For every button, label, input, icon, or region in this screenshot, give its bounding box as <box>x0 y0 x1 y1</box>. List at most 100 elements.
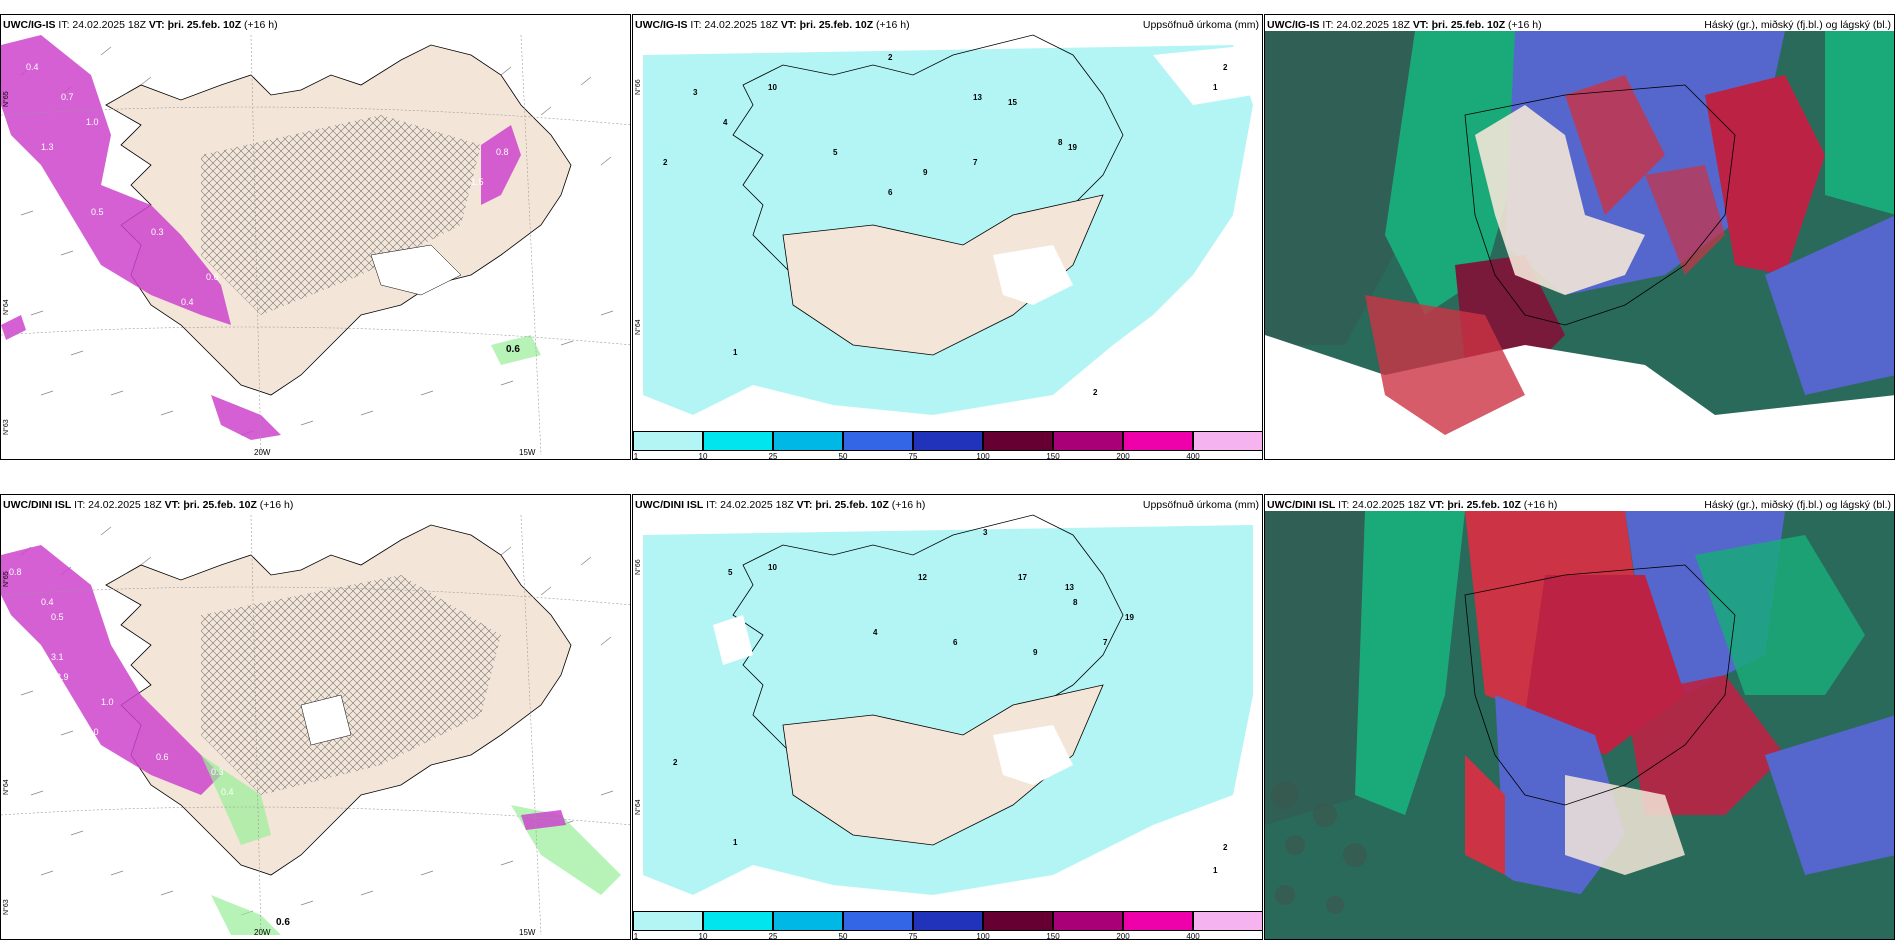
colorbar-label: 400 <box>1186 452 1200 460</box>
colorbar-label: 100 <box>976 932 990 940</box>
svg-text:2.9: 2.9 <box>56 672 69 682</box>
svg-text:7: 7 <box>973 158 978 167</box>
panel-title: UWC/DINI ISL IT: 24.02.2025 18Z VT: þri.… <box>635 499 926 511</box>
map-clouds <box>1265 31 1894 459</box>
svg-text:0.5: 0.5 <box>51 612 64 622</box>
panel-accum-precip-dini: UWC/DINI ISL IT: 24.02.2025 18Z VT: þri.… <box>632 494 1263 940</box>
svg-text:1.5: 1.5 <box>471 177 484 187</box>
panel-title: UWC/DINI ISL IT: 24.02.2025 18Z VT: þri.… <box>3 499 294 511</box>
panel-clouds-igis: UWC/IG-IS IT: 24.02.2025 18Z VT: þri. 25… <box>1264 14 1895 460</box>
colorbar-label: 50 <box>838 932 848 940</box>
colorbar-label: 150 <box>1046 452 1060 460</box>
colorbar-label: 1 <box>633 932 639 940</box>
svg-text:8: 8 <box>1058 138 1063 147</box>
svg-text:15: 15 <box>1008 98 1017 107</box>
iceland-land <box>782 194 1104 356</box>
colorbar-swatch <box>913 911 983 931</box>
colorbar-label: 150 <box>1046 932 1060 940</box>
svg-text:0.6: 0.6 <box>276 917 290 928</box>
svg-text:3: 3 <box>693 88 698 97</box>
svg-text:1.0: 1.0 <box>101 697 114 707</box>
colorbar-swatch <box>1193 431 1262 451</box>
precip-values: 2 3 4 5 10 13 15 19 2 1 8 6 7 9 2 1 2 <box>663 53 1228 397</box>
svg-text:5: 5 <box>833 148 838 157</box>
colorbar-swatch <box>703 911 773 931</box>
svg-text:13: 13 <box>973 93 982 102</box>
svg-text:0.8: 0.8 <box>9 567 22 577</box>
svg-text:2: 2 <box>1223 63 1228 72</box>
svg-text:2.0: 2.0 <box>86 727 99 737</box>
svg-text:4: 4 <box>873 628 878 637</box>
svg-text:0.7: 0.7 <box>61 92 74 102</box>
svg-text:6: 6 <box>953 638 958 647</box>
panel-title: UWC/DINI ISL IT: 24.02.2025 18Z VT: þri.… <box>1267 499 1558 511</box>
svg-text:0.3: 0.3 <box>151 227 164 237</box>
svg-text:9: 9 <box>1033 648 1038 657</box>
panel-accum-precip-igis: UWC/IG-IS IT: 24.02.2025 18Z VT: þri. 25… <box>632 14 1263 460</box>
colorbar-swatch <box>1053 431 1123 451</box>
colorbar-swatch <box>1053 911 1123 931</box>
svg-text:0.8: 0.8 <box>496 147 509 157</box>
lat-label: N°66 <box>635 79 642 95</box>
svg-text:0.6: 0.6 <box>506 344 520 355</box>
svg-text:9: 9 <box>923 168 928 177</box>
svg-text:6: 6 <box>888 188 893 197</box>
colorbar-swatch <box>703 431 773 451</box>
svg-text:1: 1 <box>733 348 738 357</box>
lat-label: N°64 <box>3 299 10 315</box>
map-wind-precip: 0.8 0.4 0.5 3.1 2.9 1.0 2.0 0.6 0.3 0.4 … <box>1 514 630 936</box>
svg-text:10: 10 <box>768 83 777 92</box>
colorbar-swatch <box>633 431 703 451</box>
colorbar-label: 25 <box>768 452 778 460</box>
panel-clouds-dini: UWC/DINI ISL IT: 24.02.2025 18Z VT: þri.… <box>1264 494 1895 940</box>
svg-text:10: 10 <box>768 563 777 572</box>
lon-label-20w: 20W <box>254 448 271 457</box>
svg-text:2: 2 <box>673 758 678 767</box>
svg-text:17: 17 <box>1018 573 1027 582</box>
panel-right-title: Háský (gr.), miðský (fj.bl.) og lágský (… <box>1704 19 1891 31</box>
svg-text:0.4: 0.4 <box>26 62 39 72</box>
lon-label-15w: 15W <box>519 448 536 457</box>
colorbar-swatch <box>773 431 843 451</box>
svg-text:0.4: 0.4 <box>181 297 194 307</box>
lat-label: N°64 <box>635 319 642 335</box>
colorbar-label: 1 <box>633 452 639 460</box>
precip-values: 3 5 10 12 17 13 19 4 6 2 1 8 7 9 2 1 <box>673 528 1228 875</box>
colorbar-swatch <box>843 431 913 451</box>
precip-light-area <box>643 45 1253 415</box>
map-clouds <box>1265 511 1894 939</box>
colorbar-swatch <box>1193 911 1262 931</box>
colorbar-label: 10 <box>698 932 708 940</box>
iceland-land <box>782 684 1104 846</box>
panel-wind-precip-dini: UWC/DINI ISL IT: 24.02.2025 18Z VT: þri.… <box>0 494 631 940</box>
colorbar-label: 400 <box>1186 932 1200 940</box>
lon-label-20w: 20W <box>254 928 271 937</box>
svg-text:0.4: 0.4 <box>221 787 234 797</box>
lat-label: N°65 <box>3 571 10 587</box>
colorbar-label: 50 <box>838 452 848 460</box>
map-accum-precip: 2 3 4 5 10 13 15 19 2 1 8 6 7 9 2 1 2 <box>643 34 1253 415</box>
panel-title: UWC/IG-IS IT: 24.02.2025 18Z VT: þri. 25… <box>3 19 278 31</box>
lat-label: N°64 <box>635 799 642 815</box>
svg-text:3: 3 <box>983 528 988 537</box>
colorbar-swatch <box>773 911 843 931</box>
svg-text:1: 1 <box>733 838 738 847</box>
colorbar-swatch <box>633 911 703 931</box>
colorbar-label: 25 <box>768 932 778 940</box>
colorbar-label: 200 <box>1116 452 1130 460</box>
svg-text:2: 2 <box>663 158 668 167</box>
svg-text:12: 12 <box>918 573 927 582</box>
svg-text:5: 5 <box>728 568 733 577</box>
colorbar-swatch <box>1123 911 1193 931</box>
svg-text:2: 2 <box>1093 388 1098 397</box>
colorbar-label: 200 <box>1116 932 1130 940</box>
svg-text:1.0: 1.0 <box>86 117 99 127</box>
colorbar-swatch <box>913 431 983 451</box>
svg-text:0.6: 0.6 <box>206 272 219 282</box>
lat-label: N°63 <box>3 419 10 435</box>
svg-text:0.4: 0.4 <box>41 597 54 607</box>
svg-text:2: 2 <box>888 53 893 62</box>
svg-text:4: 4 <box>723 118 728 127</box>
map-wind-precip: 0.4 0.7 1.0 1.3 0.5 0.3 0.4 0.6 0.8 1.5 … <box>1 34 630 456</box>
svg-text:13: 13 <box>1065 583 1074 592</box>
